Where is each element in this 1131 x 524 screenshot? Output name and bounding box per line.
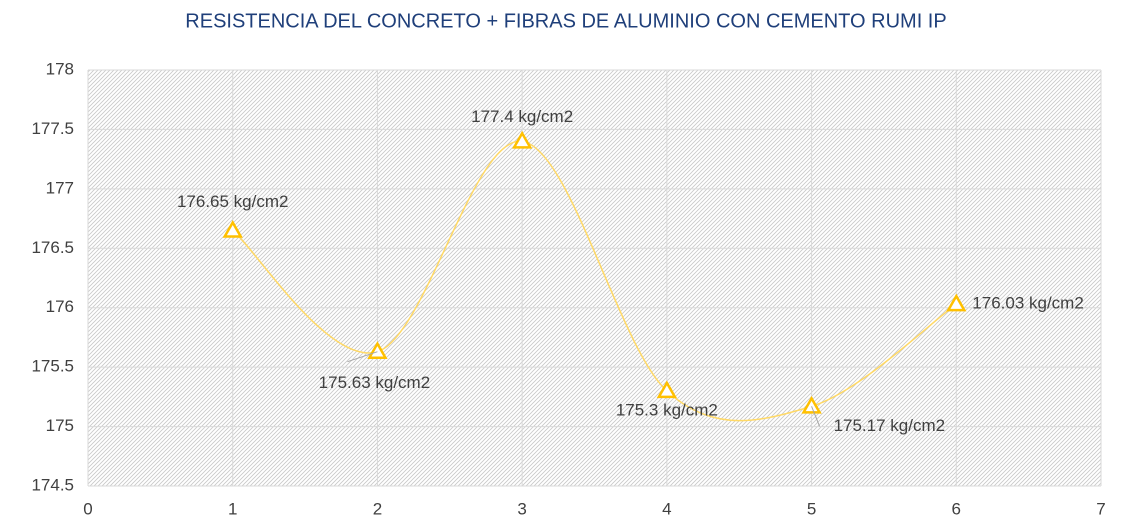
y-tick-label: 177.5 bbox=[31, 119, 74, 138]
x-tick-label: 5 bbox=[807, 499, 816, 518]
x-tick-label: 3 bbox=[517, 499, 526, 518]
y-tick-label: 174.5 bbox=[31, 475, 74, 494]
chart-title: RESISTENCIA DEL CONCRETO + FIBRAS DE ALU… bbox=[185, 10, 946, 32]
x-tick-label: 1 bbox=[228, 499, 237, 518]
data-label: 176.03 kg/cm2 bbox=[972, 294, 1084, 313]
y-tick-label: 176 bbox=[46, 297, 74, 316]
x-tick-label: 7 bbox=[1096, 499, 1105, 518]
data-label: 175.63 kg/cm2 bbox=[319, 373, 431, 392]
y-tick-label: 178 bbox=[46, 59, 74, 78]
marker bbox=[367, 341, 388, 359]
x-tick-label: 6 bbox=[952, 499, 961, 518]
y-tick-label: 175.5 bbox=[31, 357, 74, 376]
marker bbox=[511, 130, 533, 149]
data-label: 175.17 kg/cm2 bbox=[834, 416, 946, 435]
marker bbox=[222, 219, 243, 238]
y-tick-label: 177 bbox=[46, 178, 74, 197]
data-label: 176.65 kg/cm2 bbox=[177, 192, 289, 211]
y-tick-label: 176.5 bbox=[31, 238, 74, 257]
x-tick-label: 0 bbox=[83, 499, 92, 518]
data-label: 175.3 kg/cm2 bbox=[616, 400, 718, 419]
data-label: 177.4 kg/cm2 bbox=[471, 107, 573, 126]
leader-line bbox=[347, 351, 378, 363]
plot-area bbox=[88, 70, 1101, 486]
y-tick-label: 175 bbox=[46, 416, 74, 435]
marker bbox=[946, 293, 967, 312]
marker bbox=[801, 395, 822, 414]
marker bbox=[656, 380, 678, 399]
x-tick-label: 2 bbox=[373, 499, 382, 518]
leader-line bbox=[811, 406, 821, 427]
x-tick-label: 4 bbox=[662, 499, 671, 518]
